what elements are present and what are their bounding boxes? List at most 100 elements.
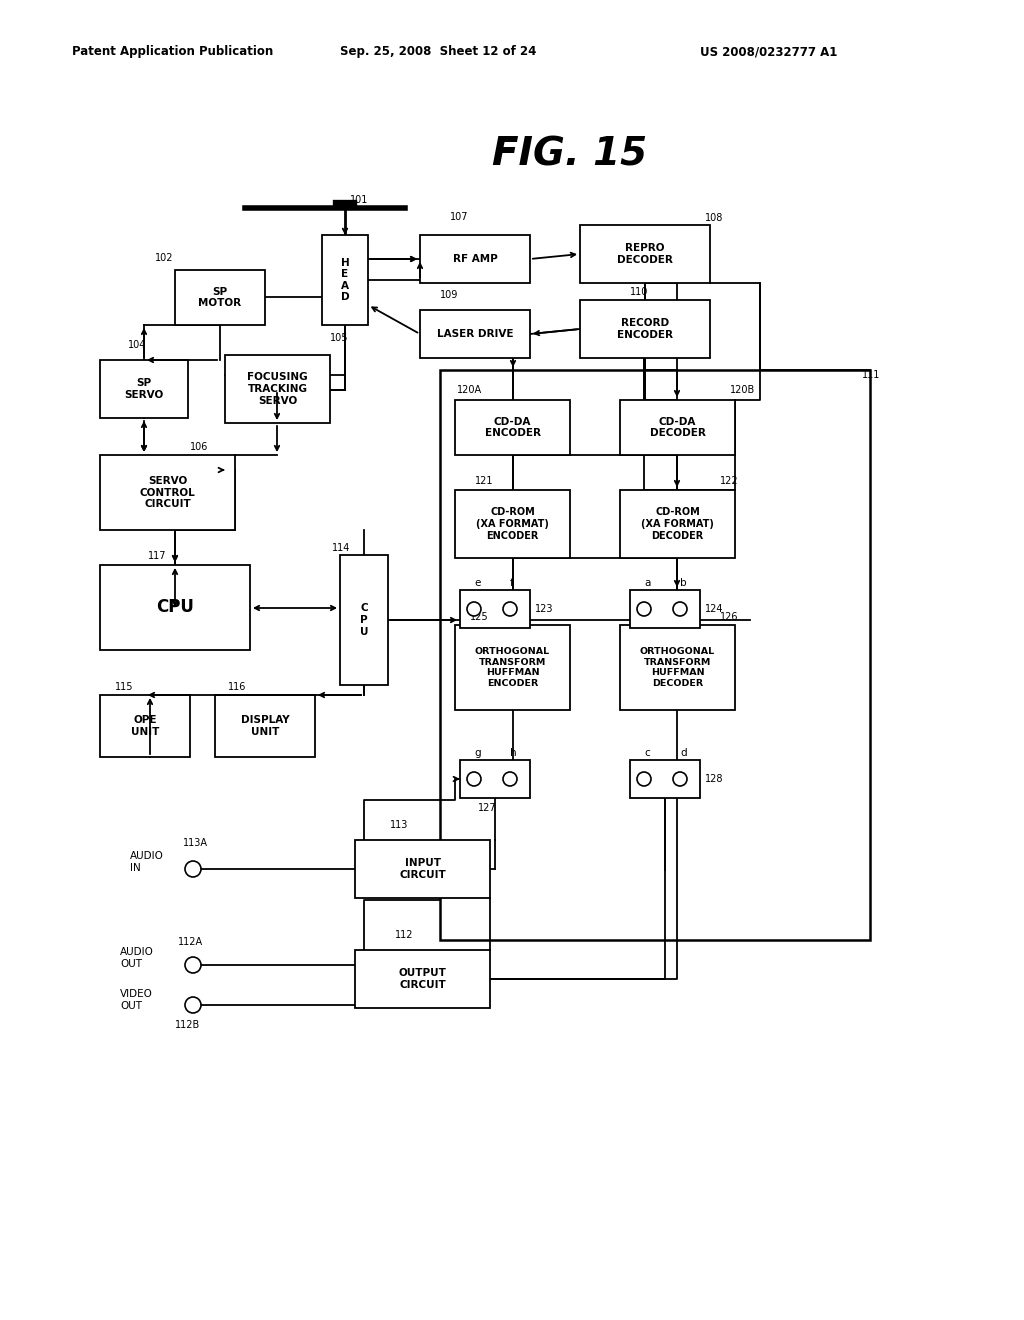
Text: b: b: [680, 578, 687, 587]
Text: 117: 117: [148, 550, 167, 561]
Text: 120A: 120A: [457, 385, 482, 395]
Text: 127: 127: [478, 803, 497, 813]
Text: f: f: [510, 578, 514, 587]
Text: FIG. 15: FIG. 15: [493, 136, 647, 174]
Text: RECORD
ENCODER: RECORD ENCODER: [617, 318, 673, 339]
Text: CD-ROM
(XA FORMAT)
DECODER: CD-ROM (XA FORMAT) DECODER: [641, 507, 714, 541]
Text: a: a: [644, 578, 650, 587]
Text: 121: 121: [475, 477, 494, 486]
Text: ORTHOGONAL
TRANSFORM
HUFFMAN
DECODER: ORTHOGONAL TRANSFORM HUFFMAN DECODER: [640, 647, 715, 688]
Text: CD-DA
DECODER: CD-DA DECODER: [649, 417, 706, 438]
Text: 112: 112: [395, 931, 414, 940]
Text: 105: 105: [330, 333, 348, 343]
Bar: [580, 300, 710, 358]
Text: FOCUSING
TRACKING
SERVO: FOCUSING TRACKING SERVO: [247, 372, 308, 405]
Text: CD-ROM
(XA FORMAT)
ENCODER: CD-ROM (XA FORMAT) ENCODER: [476, 507, 549, 541]
Text: 116: 116: [228, 682, 247, 692]
Bar: [355, 840, 490, 898]
Text: 114: 114: [332, 543, 350, 553]
Bar: [455, 624, 570, 710]
Bar: [420, 235, 530, 282]
Text: 112B: 112B: [175, 1020, 201, 1030]
Text: 113A: 113A: [183, 838, 208, 847]
Text: c: c: [644, 748, 650, 758]
Text: CPU: CPU: [156, 598, 194, 616]
Bar: [322, 235, 368, 325]
Bar: [100, 565, 250, 649]
Circle shape: [673, 772, 687, 785]
Text: 124: 124: [705, 605, 724, 614]
Bar: [580, 224, 710, 282]
Text: 107: 107: [450, 213, 469, 222]
Text: 104: 104: [128, 341, 146, 350]
Text: 123: 123: [535, 605, 554, 614]
Bar: [100, 696, 190, 756]
Text: 109: 109: [440, 290, 459, 300]
Text: H
E
A
D: H E A D: [341, 257, 349, 302]
Circle shape: [637, 772, 651, 785]
Bar: [340, 554, 388, 685]
Bar: [440, 370, 870, 940]
Text: CD-DA
ENCODER: CD-DA ENCODER: [484, 417, 541, 438]
Bar: [420, 310, 530, 358]
Text: Sep. 25, 2008  Sheet 12 of 24: Sep. 25, 2008 Sheet 12 of 24: [340, 45, 537, 58]
Text: SERVO
CONTROL
CIRCUIT: SERVO CONTROL CIRCUIT: [139, 477, 196, 510]
Bar: [215, 696, 315, 756]
Text: 108: 108: [705, 213, 723, 223]
Bar: [620, 624, 735, 710]
Circle shape: [503, 772, 517, 785]
Circle shape: [185, 997, 201, 1012]
Bar: [630, 590, 700, 628]
Text: SP
MOTOR: SP MOTOR: [199, 286, 242, 309]
Bar: [225, 355, 330, 422]
Text: 111: 111: [862, 370, 881, 380]
Text: g: g: [474, 748, 480, 758]
Text: 120B: 120B: [730, 385, 756, 395]
Text: VIDEO
OUT: VIDEO OUT: [120, 989, 153, 1011]
Text: 125: 125: [470, 612, 488, 622]
Bar: [620, 400, 735, 455]
Text: C
P
U: C P U: [359, 603, 369, 636]
Circle shape: [673, 602, 687, 616]
Bar: [460, 590, 530, 628]
Text: 122: 122: [720, 477, 738, 486]
Text: 102: 102: [155, 253, 173, 263]
Text: 115: 115: [115, 682, 133, 692]
Circle shape: [467, 602, 481, 616]
Bar: [100, 360, 188, 418]
Bar: [355, 950, 490, 1008]
Bar: [175, 271, 265, 325]
Text: OPE
UNIT: OPE UNIT: [131, 715, 159, 737]
Text: 101: 101: [350, 195, 369, 205]
Text: INPUT
CIRCUIT: INPUT CIRCUIT: [399, 858, 445, 880]
Circle shape: [185, 957, 201, 973]
Text: 128: 128: [705, 774, 724, 784]
Bar: [455, 490, 570, 558]
Text: RF AMP: RF AMP: [453, 253, 498, 264]
Text: d: d: [680, 748, 687, 758]
Text: US 2008/0232777 A1: US 2008/0232777 A1: [700, 45, 838, 58]
Text: 113: 113: [390, 820, 409, 830]
Text: REPRO
DECODER: REPRO DECODER: [617, 243, 673, 265]
Text: LASER DRIVE: LASER DRIVE: [437, 329, 513, 339]
Text: SP
SERVO: SP SERVO: [124, 379, 164, 400]
Text: 112A: 112A: [178, 937, 203, 946]
Text: 126: 126: [720, 612, 738, 622]
Text: OUTPUT
CIRCUIT: OUTPUT CIRCUIT: [398, 968, 446, 990]
Text: 110: 110: [630, 286, 648, 297]
Text: 106: 106: [190, 442, 208, 451]
Text: e: e: [474, 578, 480, 587]
Circle shape: [637, 602, 651, 616]
Circle shape: [185, 861, 201, 876]
Bar: [630, 760, 700, 799]
Text: AUDIO
OUT: AUDIO OUT: [120, 948, 154, 969]
Circle shape: [467, 772, 481, 785]
Text: ORTHOGONAL
TRANSFORM
HUFFMAN
ENCODER: ORTHOGONAL TRANSFORM HUFFMAN ENCODER: [475, 647, 550, 688]
Circle shape: [503, 602, 517, 616]
Text: h: h: [510, 748, 517, 758]
Bar: [460, 760, 530, 799]
Text: AUDIO
IN: AUDIO IN: [130, 851, 164, 873]
Bar: [455, 400, 570, 455]
Bar: [100, 455, 234, 531]
Bar: [620, 490, 735, 558]
